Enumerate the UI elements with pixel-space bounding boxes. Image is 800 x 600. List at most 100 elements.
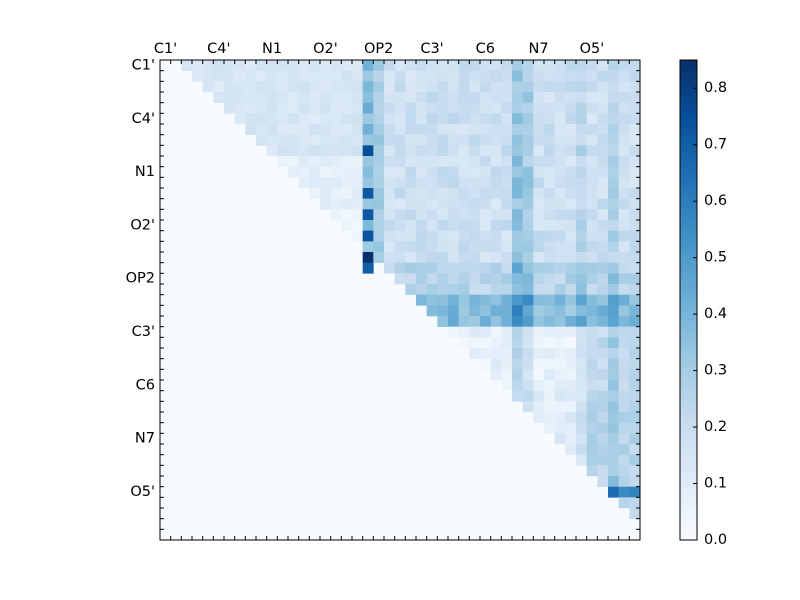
- heatmap-cell: [629, 401, 641, 413]
- heatmap-cell: [608, 70, 619, 82]
- heatmap-cell: [448, 113, 459, 125]
- heatmap-cell: [426, 60, 438, 71]
- heatmap-cell: [469, 188, 481, 199]
- heatmap-cell: [618, 316, 630, 327]
- heatmap-cell: [469, 284, 481, 295]
- heatmap-cell: [608, 476, 619, 487]
- colorbar-tick-label: 0.5: [704, 250, 727, 266]
- heatmap-cell: [341, 60, 353, 71]
- heatmap-cell: [384, 198, 395, 210]
- heatmap-cell: [256, 113, 267, 125]
- heatmap-cell: [522, 348, 534, 359]
- heatmap-cell: [490, 230, 502, 242]
- heatmap-cell: [629, 102, 641, 114]
- heatmap-cell: [597, 209, 609, 221]
- heatmap-cell: [544, 220, 555, 231]
- heatmap-cell: [586, 198, 598, 210]
- heatmap-cell: [480, 113, 491, 125]
- heatmap-cell: [330, 134, 342, 146]
- heatmap-cell: [629, 220, 641, 231]
- heatmap-cell: [373, 70, 385, 82]
- heatmap-cell: [522, 294, 534, 306]
- heatmap-cell: [544, 422, 555, 434]
- heatmap-cell: [256, 81, 267, 93]
- heatmap-cell: [554, 198, 566, 210]
- heatmap-cell: [490, 102, 502, 114]
- heatmap-cell: [480, 241, 491, 253]
- heatmap-cell: [448, 305, 459, 317]
- heatmap-cell: [309, 81, 321, 93]
- heatmap-cell: [362, 241, 374, 253]
- heatmap-cell: [330, 124, 342, 135]
- heatmap-cell: [629, 337, 641, 349]
- heatmap-cell: [608, 134, 619, 146]
- heatmap-cell: [448, 166, 459, 178]
- heatmap-cell: [288, 166, 299, 178]
- colorbar-segment: [680, 328, 697, 333]
- heatmap-cell: [288, 70, 299, 82]
- heatmap-cell: [416, 188, 427, 199]
- heatmap-cell: [458, 145, 470, 157]
- heatmap-cell: [565, 262, 577, 274]
- heatmap-cell: [458, 177, 470, 189]
- colorbar-segment: [680, 336, 697, 341]
- heatmap-cell: [576, 444, 587, 455]
- heatmap-cell: [426, 92, 438, 103]
- heatmap-cell: [565, 113, 577, 125]
- heatmap-cell: [266, 92, 278, 103]
- heatmap-cell: [533, 241, 545, 253]
- heatmap-cell: [469, 316, 481, 327]
- heatmap-cell: [554, 220, 566, 231]
- colorbar-tick-label: 0.3: [704, 363, 727, 379]
- heatmap-cell: [533, 60, 545, 71]
- heatmap-cell: [298, 113, 310, 125]
- heatmap-cell: [544, 326, 555, 338]
- heatmap-cell: [437, 145, 449, 157]
- heatmap-cell: [597, 284, 609, 295]
- colorbar-segment: [680, 80, 697, 85]
- heatmap-cell: [618, 81, 630, 93]
- heatmap-cell: [490, 166, 502, 178]
- heatmap-cell: [416, 156, 427, 167]
- heatmap-cell: [490, 337, 502, 349]
- heatmap-cell: [576, 177, 587, 189]
- heatmap-cell: [586, 444, 598, 455]
- heatmap-cell: [512, 348, 523, 359]
- heatmap-cell: [565, 369, 577, 381]
- heatmap-cell: [202, 70, 214, 82]
- heatmap-cell: [469, 230, 481, 242]
- colorbar-segment: [680, 204, 697, 209]
- heatmap-cell: [405, 81, 417, 93]
- heatmap-cell: [618, 454, 630, 466]
- heatmap-cell: [501, 60, 513, 71]
- heatmap-cell: [522, 166, 534, 178]
- heatmap-cell: [544, 241, 555, 253]
- heatmap-cell: [352, 188, 363, 199]
- heatmap-cell: [384, 262, 395, 274]
- heatmap-cell: [298, 166, 310, 178]
- heatmap-cell: [533, 92, 545, 103]
- heatmap-cell: [480, 70, 491, 82]
- heatmap-cell: [554, 177, 566, 189]
- heatmap-cell: [266, 60, 278, 71]
- heatmap-cell: [533, 166, 545, 178]
- heatmap-cell: [618, 220, 630, 231]
- heatmap-cell: [618, 273, 630, 285]
- heatmap-cell: [501, 305, 513, 317]
- heatmap-cell: [512, 220, 523, 231]
- heatmap-cell: [554, 358, 566, 370]
- heatmap-cell: [608, 369, 619, 381]
- heatmap-cell: [352, 220, 363, 231]
- colorbar-segment: [680, 376, 697, 381]
- heatmap-cell: [618, 60, 630, 71]
- heatmap-cell: [277, 92, 289, 103]
- heatmap-cell: [544, 273, 555, 285]
- heatmap-cell: [629, 230, 641, 242]
- heatmap-cell: [522, 380, 534, 391]
- heatmap-cell: [490, 305, 502, 317]
- heatmap-cell: [544, 156, 555, 167]
- heatmap-cell: [576, 92, 587, 103]
- colorbar-segment: [680, 192, 697, 197]
- heatmap-cell: [629, 380, 641, 391]
- heatmap-cell: [405, 124, 417, 135]
